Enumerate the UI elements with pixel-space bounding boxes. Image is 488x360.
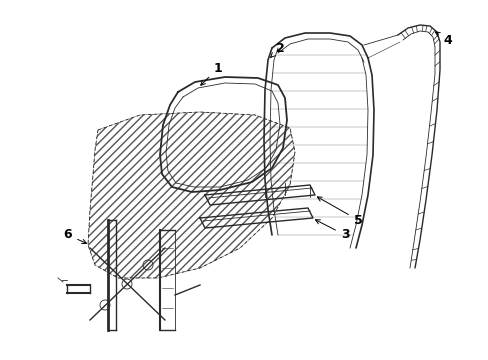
Text: 4: 4 xyxy=(434,32,451,46)
Text: 5: 5 xyxy=(317,197,362,226)
Text: 6: 6 xyxy=(63,229,86,244)
Text: 3: 3 xyxy=(315,220,348,242)
Text: 2: 2 xyxy=(270,41,284,57)
Text: 1: 1 xyxy=(200,62,222,85)
